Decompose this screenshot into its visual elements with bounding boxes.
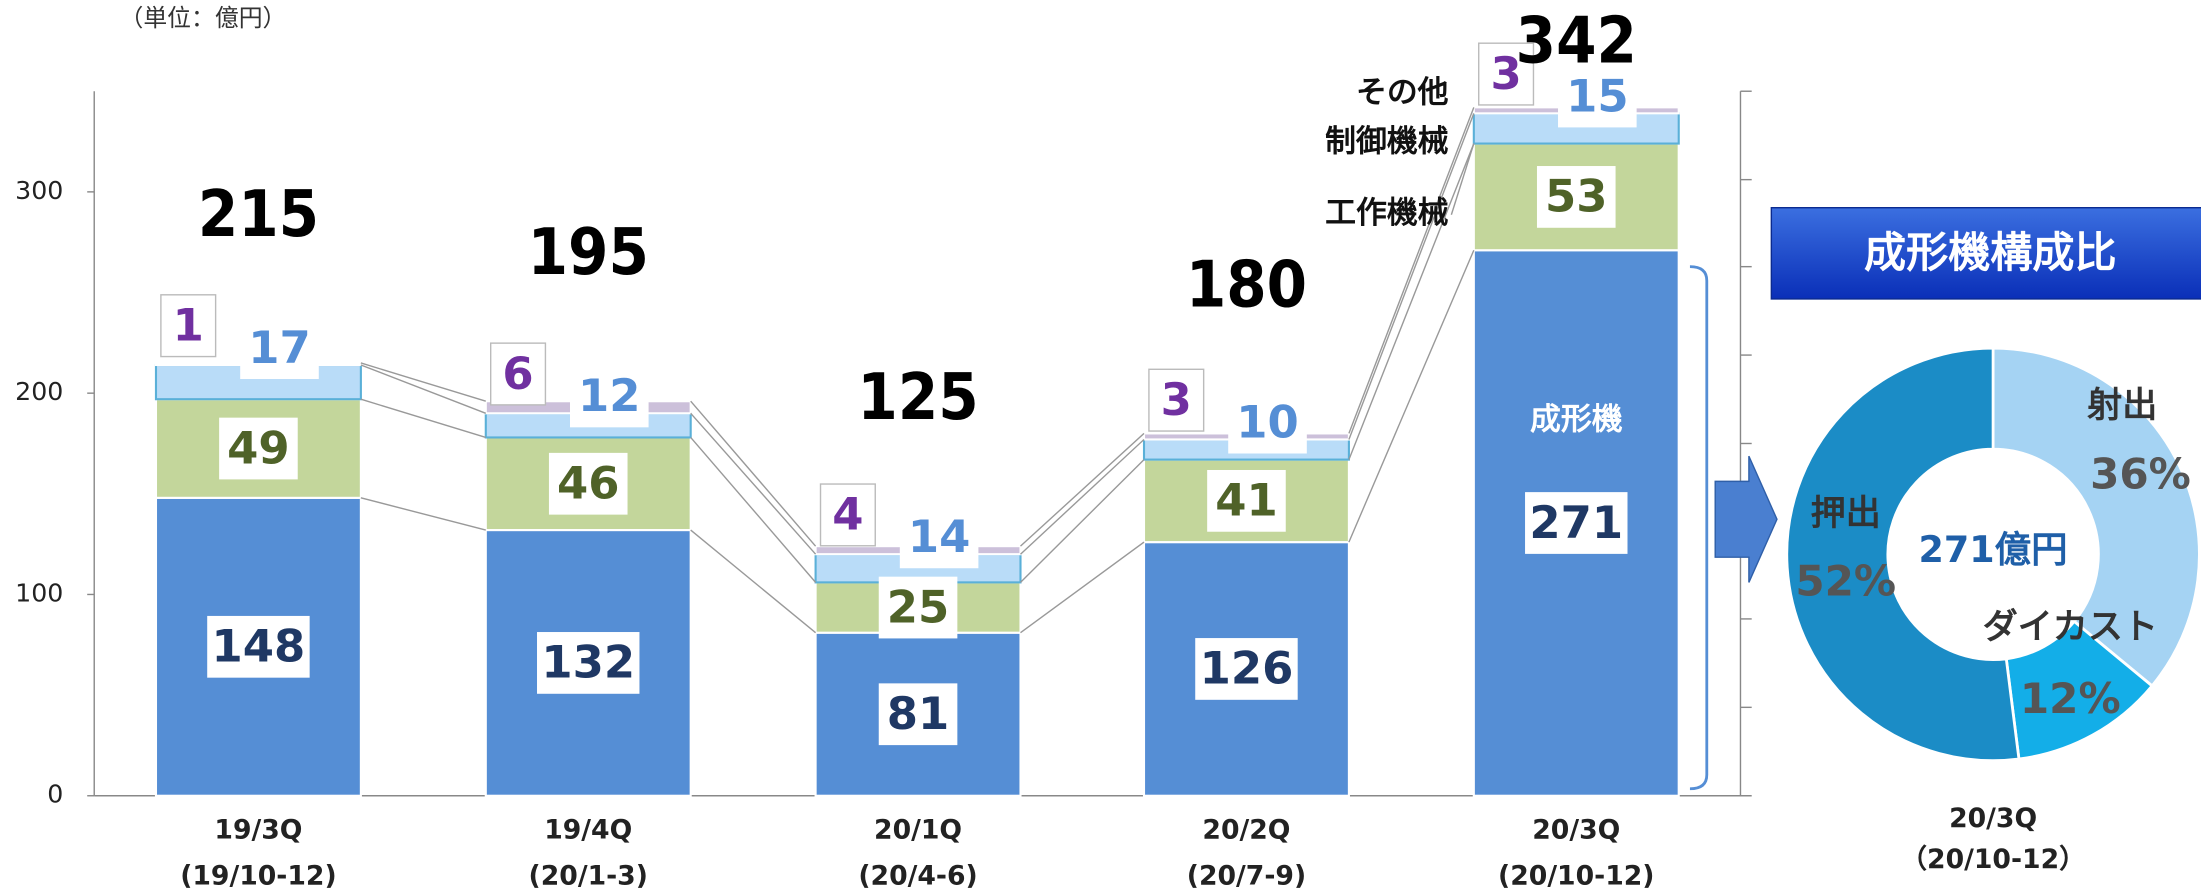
connector	[1450, 143, 1475, 215]
data-label: 1	[173, 298, 204, 351]
connector	[1348, 107, 1475, 434]
data-label: 3	[1490, 47, 1521, 100]
segment-label: ダイカスト	[1983, 607, 2158, 648]
data-label: 126	[1200, 642, 1294, 695]
data-label-box	[899, 506, 979, 569]
donut-segment	[1785, 346, 2021, 763]
data-label-box	[1536, 166, 1616, 228]
total-label: 195	[528, 215, 649, 290]
connector	[690, 412, 817, 555]
data-label-box	[878, 683, 958, 746]
connector	[1020, 432, 1145, 547]
data-label-box	[569, 365, 649, 428]
donut-title: 成形機構成比	[1864, 228, 2117, 277]
data-label-box	[160, 294, 217, 358]
x-tick-label: 19/4Q	[544, 814, 632, 845]
segment-value: 36%	[2090, 450, 2191, 499]
data-label: 12	[578, 369, 640, 422]
x-tick-label: (20/10-12)	[1498, 861, 1654, 892]
x-tick-label: 19/3Q	[214, 814, 302, 845]
connector	[690, 400, 817, 547]
total-label: 125	[857, 360, 978, 435]
total-label: 215	[198, 177, 319, 252]
data-label: 46	[557, 457, 620, 510]
data-label-box	[878, 576, 958, 639]
data-label: 132	[541, 636, 635, 689]
connector	[1348, 249, 1475, 543]
data-label: 17	[248, 321, 311, 374]
bracket	[1689, 265, 1709, 791]
unit-label: （単位：億円）	[119, 4, 286, 32]
segment-value: 12%	[2020, 674, 2121, 723]
connector	[360, 398, 486, 439]
y-tick-label: 300	[15, 176, 63, 205]
donut-segment	[1991, 346, 2201, 688]
connector	[1348, 113, 1475, 440]
data-label-box	[489, 342, 547, 406]
y-tick-label: 200	[15, 377, 63, 406]
data-label: 4	[832, 488, 863, 541]
x-tick-label: 20/1Q	[874, 814, 962, 845]
data-label: 14	[908, 510, 971, 563]
data-label-box	[548, 452, 628, 515]
data-label-box	[1558, 65, 1637, 128]
y-tick-label: 100	[15, 578, 63, 607]
data-label-box	[1228, 391, 1307, 454]
data-label: 10	[1236, 395, 1299, 448]
data-label: 25	[887, 580, 950, 633]
series-name: 工作機械	[1325, 195, 1449, 231]
connector	[360, 362, 486, 402]
data-label-box	[1207, 469, 1286, 532]
series-name: 成形機	[1530, 402, 1623, 438]
x-tick-label: (20/7-9)	[1187, 861, 1306, 892]
donut-title-box	[1770, 207, 2201, 300]
x-tick-label: (19/10-12)	[180, 861, 336, 892]
data-label: 49	[227, 421, 290, 474]
data-label: 148	[212, 620, 306, 673]
connector	[1020, 438, 1145, 555]
donut-footer: （20/10-12）	[1900, 844, 2085, 875]
data-label: 41	[1215, 474, 1278, 527]
connector	[690, 529, 817, 634]
data-label: 271	[1529, 496, 1623, 549]
segment-label: 押出	[1811, 493, 1881, 534]
data-label: 15	[1566, 69, 1629, 122]
donut-center-label: 271億円	[1919, 528, 2068, 571]
x-tick-label: 20/3Q	[1532, 814, 1620, 845]
data-label-box	[240, 317, 319, 380]
x-tick-label: (20/4-6)	[858, 861, 977, 892]
series-name: その他	[1356, 75, 1449, 111]
data-label: 6	[502, 347, 533, 400]
total-label: 180	[1186, 247, 1307, 322]
x-tick-label: 20/2Q	[1202, 814, 1290, 845]
data-label-box	[1148, 368, 1205, 432]
segment-label: 射出	[2087, 385, 2157, 426]
connector	[360, 364, 487, 414]
connector	[1348, 143, 1475, 460]
segment-value: 52%	[1795, 556, 1896, 605]
right-axis	[1739, 90, 1752, 796]
total-label: 342	[1516, 3, 1637, 78]
data-label-box	[1478, 42, 1535, 106]
connector	[1020, 459, 1145, 583]
data-label-box	[1195, 638, 1298, 700]
data-label: 53	[1545, 170, 1608, 223]
data-label-box	[207, 615, 310, 678]
data-label-box	[819, 483, 876, 547]
connector	[360, 497, 486, 531]
y-tick-label: 0	[47, 780, 63, 809]
data-label-box	[537, 632, 640, 694]
arrow	[1714, 455, 1778, 583]
series-name: 制御機械	[1325, 124, 1449, 160]
connector	[690, 436, 817, 583]
donut-footer: 20/3Q	[1949, 803, 2037, 834]
data-label-box	[219, 417, 298, 480]
connector	[1020, 541, 1145, 634]
data-label-box	[1525, 492, 1628, 554]
data-label: 3	[1161, 373, 1192, 426]
data-label: 81	[887, 687, 950, 740]
x-tick-label: (20/1-3)	[529, 861, 648, 892]
